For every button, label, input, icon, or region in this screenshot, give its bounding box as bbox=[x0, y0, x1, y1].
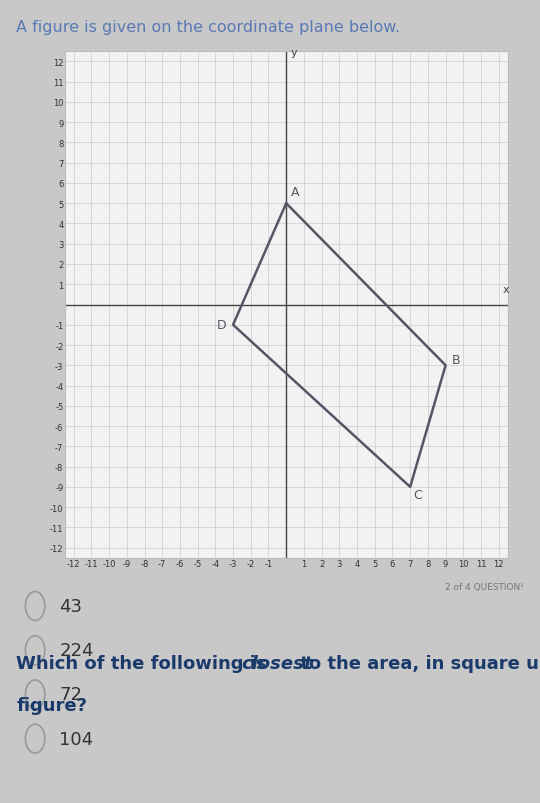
Text: x: x bbox=[502, 285, 509, 295]
Text: y: y bbox=[291, 48, 297, 59]
Text: 43: 43 bbox=[59, 597, 83, 615]
Text: figure?: figure? bbox=[16, 696, 87, 714]
Text: A figure is given on the coordinate plane below.: A figure is given on the coordinate plan… bbox=[16, 20, 400, 35]
Text: D: D bbox=[217, 319, 227, 332]
Text: A: A bbox=[291, 185, 299, 199]
Text: 104: 104 bbox=[59, 730, 93, 748]
Text: 72: 72 bbox=[59, 686, 83, 703]
Text: 224: 224 bbox=[59, 642, 94, 659]
Text: Which of the following is: Which of the following is bbox=[16, 654, 267, 672]
Text: closest: closest bbox=[241, 654, 312, 672]
Text: C: C bbox=[414, 488, 422, 501]
Text: 2 of 4 QUESTION!: 2 of 4 QUESTION! bbox=[445, 582, 524, 591]
Text: to the area, in square units, of the: to the area, in square units, of the bbox=[294, 654, 540, 672]
Text: B: B bbox=[452, 354, 461, 367]
